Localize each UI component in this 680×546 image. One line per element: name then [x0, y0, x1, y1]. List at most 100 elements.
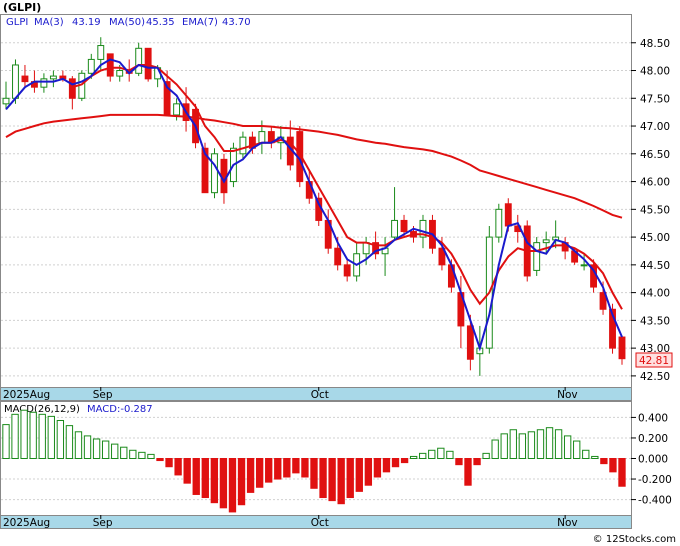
price-y-tick-label: 42.50: [640, 371, 670, 383]
last-price-marker: 42.81: [635, 352, 673, 368]
macd-bar: [265, 458, 273, 483]
macd-bar: [111, 443, 119, 460]
price-y-tick-label: 43.50: [640, 315, 670, 327]
macd-panel: MACD(26,12,9) MACD:-0.287 0.400 0.200 0.00…: [0, 401, 672, 516]
macd-bar: [120, 446, 128, 460]
candle-body: [533, 242, 541, 271]
candle: [277, 126, 285, 160]
candle-body: [135, 47, 143, 74]
macd-bar: [464, 458, 472, 486]
macd-bar: [563, 435, 572, 459]
candle-body: [97, 45, 105, 60]
candle-body: [542, 239, 550, 244]
macd-bar: [419, 452, 427, 460]
candle-body: [372, 242, 380, 255]
legend-ema7-label: EMA(7): [182, 17, 218, 28]
price-y-tick-label: 47.00: [640, 121, 670, 133]
macd-bar: [554, 429, 563, 459]
candle: [211, 148, 218, 199]
macd-x-labels: 2025Aug Sep Oct Nov: [3, 515, 578, 529]
moving-average-lines: [5, 58, 623, 352]
candle: [40, 73, 48, 93]
macd-bar: [237, 458, 246, 506]
macd-bar: [455, 458, 463, 466]
candle-body: [495, 208, 503, 238]
macd-x-axis: 2025Aug Sep Oct Nov: [0, 515, 632, 529]
macd-bar: [473, 458, 481, 466]
price-y-tick-label: 48.50: [640, 38, 670, 50]
macd-y-tick-label: 0.000: [638, 454, 668, 466]
macd-bar: [301, 458, 309, 478]
macd-bar: [582, 449, 590, 460]
macd-y-tick-label: 0.400: [638, 412, 668, 424]
macd-y-axis: 0.400 0.200 0.000 -0.200 -0.400: [631, 412, 672, 507]
candle-body: [504, 203, 512, 227]
candle: [580, 253, 588, 271]
candles: [2, 37, 626, 376]
macd-bar: [255, 458, 264, 488]
candle: [343, 259, 351, 282]
candle: [49, 70, 57, 88]
macd-bar: [292, 458, 300, 474]
price-y-tick-label: 46.00: [640, 177, 670, 189]
macd-bar: [210, 458, 219, 504]
candle-body: [391, 219, 398, 238]
macd-bar: [428, 449, 436, 460]
macd-bar: [482, 452, 490, 460]
candle-body: [343, 264, 351, 277]
candle-body: [419, 219, 427, 238]
candle-body: [609, 308, 616, 349]
candle: [2, 81, 10, 110]
macd-bar: [491, 439, 499, 460]
macd-bar: [138, 451, 146, 460]
macd-bar: [246, 458, 255, 493]
macd-bar: [382, 458, 391, 473]
price-y-tick-label: 44.50: [640, 260, 670, 272]
candle-body: [40, 78, 48, 88]
candle-body: [362, 242, 370, 255]
price-y-tick-label: 46.50: [640, 149, 670, 161]
macd-bar: [65, 425, 74, 459]
candle-body: [144, 47, 152, 80]
candle-body: [618, 336, 626, 360]
macd-x-label: 2025Aug: [3, 517, 50, 529]
price-y-tick-label: 45.50: [640, 204, 670, 216]
macd-label: MACD(26,12,9): [4, 404, 80, 415]
candle-body: [334, 247, 342, 266]
candle-body: [49, 75, 57, 80]
macd-bar: [274, 458, 282, 480]
candle: [391, 187, 398, 240]
macd-bar: [29, 411, 37, 460]
macd-bar: [509, 429, 517, 459]
legend-ma50-value: 45.35: [146, 17, 175, 28]
macd-bar: [391, 458, 400, 468]
macd-bar: [355, 458, 363, 492]
legend-ema7-value: 43.70: [222, 17, 251, 28]
macd-bar: [400, 458, 409, 464]
price-y-tick-label: 47.50: [640, 93, 670, 105]
candle-body: [239, 136, 247, 155]
price-y-tick-label: 48.00: [640, 66, 670, 78]
candle: [381, 237, 389, 276]
legend-ma50-label: MA(50): [109, 17, 145, 28]
macd-bar: [573, 440, 581, 460]
watermark: © 12Stocks.com: [593, 534, 676, 545]
macd-bar: [500, 433, 508, 460]
macd-bar: [228, 458, 237, 513]
macd-bar: [147, 453, 155, 459]
macd-bar: [545, 427, 554, 460]
ema7-line: [72, 64, 623, 310]
macd-bar: [20, 409, 28, 459]
last-price-label: 42.81: [639, 355, 669, 367]
candle-body: [201, 147, 209, 194]
macd-bar: [56, 419, 65, 459]
price-legend: GLPI MA(3) 43.19 MA(50) 45.35 EMA(7) 43.…: [6, 17, 251, 28]
candle: [239, 131, 247, 160]
candle: [68, 76, 76, 110]
macd-bar: [446, 450, 454, 459]
macd-bar: [219, 458, 228, 509]
macd-bars: [2, 409, 626, 513]
macd-x-label: Oct: [311, 517, 329, 529]
macd-bar: [618, 458, 626, 487]
macd-bar: [337, 458, 345, 505]
